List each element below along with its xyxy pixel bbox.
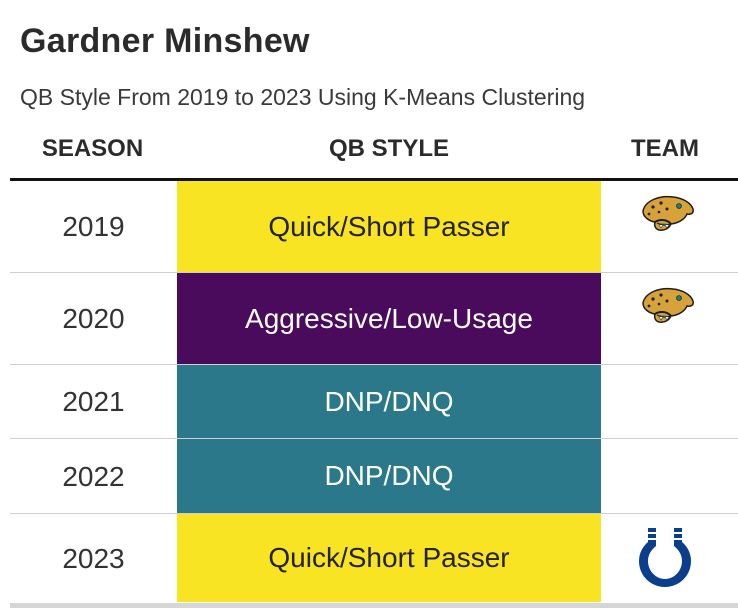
page-subtitle: QB Style From 2019 to 2023 Using K-Means… <box>20 84 586 110</box>
season-cell: 2021 <box>62 386 125 417</box>
column-header-team: TEAM <box>631 135 699 162</box>
jaguars-logo-icon <box>642 287 694 323</box>
team-cell <box>601 181 729 273</box>
qb-style-cell: Aggressive/Low-Usage <box>177 273 601 364</box>
table-bottom-border <box>10 603 738 608</box>
season-cell: 2020 <box>62 303 125 334</box>
qb-style-cell: Quick/Short Passer <box>177 181 601 272</box>
row-divider <box>10 513 738 514</box>
column-header-season: SEASON <box>41 135 144 162</box>
season-cell: 2023 <box>62 542 125 574</box>
season-cell: 2022 <box>62 460 125 492</box>
table-row: 2020 Aggressive/Low-Usage <box>10 273 738 365</box>
jaguars-logo-icon <box>642 195 694 231</box>
page-title: Gardner Minshew <box>20 22 310 60</box>
qb-style-cell: DNP/DNQ <box>177 439 601 513</box>
column-header-qb-style: QB STYLE <box>328 135 449 162</box>
table-row: 2022 DNP/DNQ <box>10 439 738 514</box>
team-cell <box>601 439 729 514</box>
table-row: 2019 Quick/Short Passer <box>10 181 738 273</box>
qb-style-cell: Quick/Short Passer <box>177 514 601 602</box>
season-cell: 2019 <box>62 211 125 242</box>
team-cell <box>601 514 729 603</box>
team-cell <box>601 273 729 365</box>
colts-logo-icon <box>639 528 691 587</box>
qb-style-cell: DNP/DNQ <box>177 365 601 438</box>
row-divider <box>10 438 738 439</box>
header-divider <box>10 178 738 181</box>
row-divider <box>10 364 738 365</box>
team-cell <box>601 365 729 439</box>
table-row: 2021 DNP/DNQ <box>10 365 738 439</box>
row-divider <box>10 272 738 273</box>
table-row: 2023 Quick/Short Passer <box>10 514 738 603</box>
